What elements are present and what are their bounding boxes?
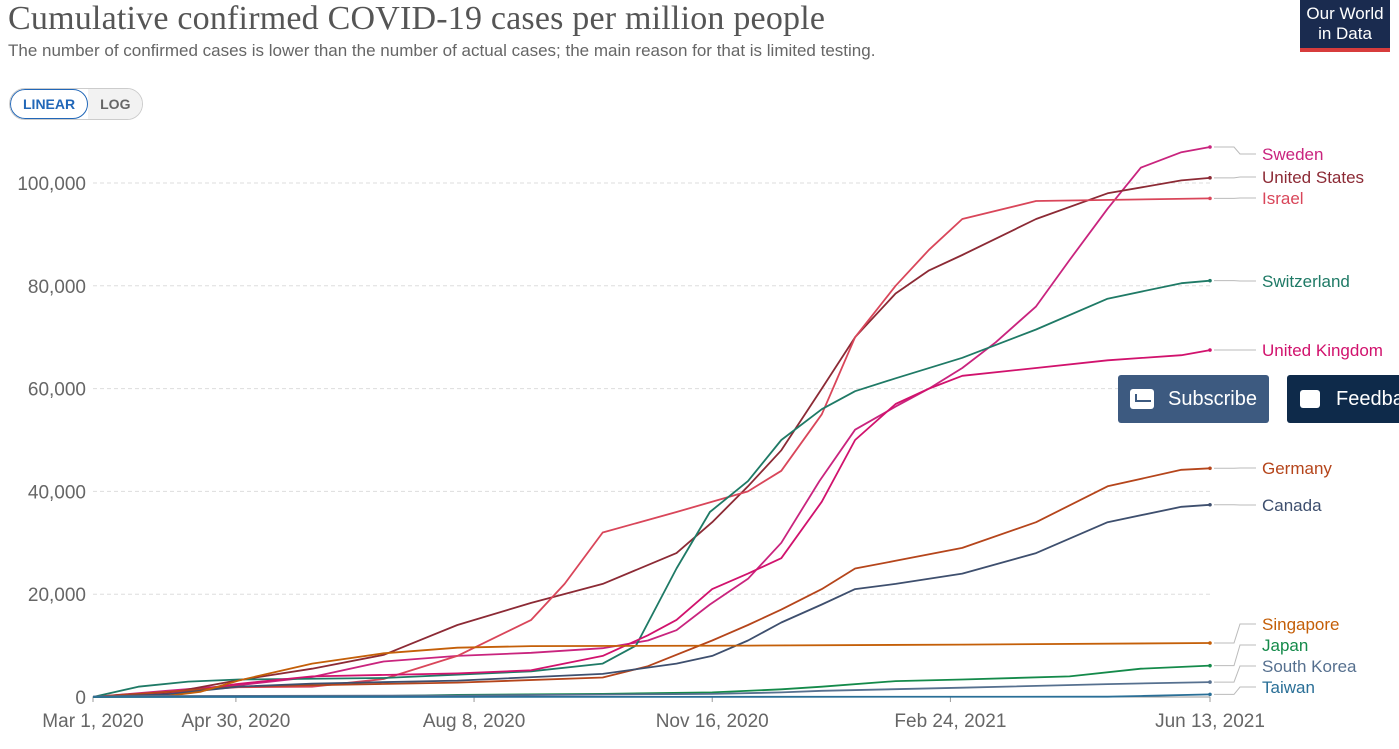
series-line-taiwan [92,693,1211,698]
x-tick-label: Apr 30, 2020 [181,711,290,732]
label-connector-singapore [1214,623,1256,644]
series-line-united-kingdom [92,349,1211,698]
series-label-south-korea: South Korea [1262,657,1357,676]
series-end-dot-israel [1208,196,1212,201]
log-scale-button[interactable]: LOG [88,89,143,119]
y-tick-label: 80,000 [28,277,86,298]
series-label-canada: Canada [1262,496,1322,515]
series-label-taiwan: Taiwan [1262,678,1315,697]
logo-line-1: Our World [1306,4,1384,23]
x-tick-label: Jun 13, 2021 [1155,711,1265,732]
series-line-sweden [92,146,1211,698]
series-line-singapore [92,642,1211,698]
series-label-united-kingdom: United Kingdom [1262,341,1383,360]
series-label-israel: Israel [1262,189,1304,208]
series-end-dot-taiwan [1208,692,1212,697]
series-end-dot-singapore [1208,641,1212,645]
envelope-icon [1130,389,1154,409]
y-tick-label: 60,000 [28,380,86,401]
series-end-dot-germany [1208,466,1212,471]
scale-toggle: LINEAR LOG [9,88,144,120]
chart-subtitle: The number of confirmed cases is lower t… [8,41,876,60]
series-line-israel [92,197,1211,698]
series-line-united-states [92,177,1211,698]
x-tick-label: Mar 1, 2020 [42,711,143,732]
linear-scale-button[interactable]: LINEAR [10,89,89,119]
series-end-dot-united-kingdom [1208,348,1212,352]
speech-bubble-icon [1300,390,1320,408]
y-tick-label: 100,000 [17,174,86,195]
logo-line-2: in Data [1318,24,1372,43]
series-label-japan: Japan [1262,636,1308,655]
x-tick-label: Nov 16, 2020 [656,711,769,732]
subscribe-label: Subscribe [1168,387,1257,410]
series-label-united-states: United States [1262,168,1364,187]
y-tick-label: 0 [75,688,86,709]
feedback-button[interactable]: Feedba [1287,375,1399,423]
series-line-south-korea [92,681,1211,698]
series-line-canada [92,503,1211,698]
subscribe-button[interactable]: Subscribe [1118,375,1269,423]
x-tick-label: Aug 8, 2020 [423,711,525,732]
y-tick-label: 40,000 [28,482,86,503]
series-end-dot-switzerland [1208,278,1212,283]
label-connector-south-korea [1214,665,1256,683]
series-end-dot-south-korea [1208,680,1212,684]
series-end-dot-sweden [1208,145,1212,149]
series-end-dot-canada [1208,502,1212,507]
label-connector-japan [1214,644,1256,667]
series-label-singapore: Singapore [1262,615,1340,634]
feedback-label: Feedba [1336,387,1399,410]
series-end-dot-united-states [1208,176,1212,180]
series-line-switzerland [92,279,1211,698]
series-end-dot-japan [1208,663,1212,668]
series-label-sweden: Sweden [1262,145,1323,164]
chart-title: Cumulative confirmed COVID-19 cases per … [8,0,826,37]
x-tick-label: Feb 24, 2021 [894,711,1006,732]
label-connector-united-states [1214,176,1256,179]
owid-logo[interactable]: Our World in Data [1300,0,1390,52]
label-connector-sweden [1214,146,1256,155]
series-line-germany [92,467,1211,698]
label-connector-taiwan [1214,686,1256,695]
y-tick-label: 20,000 [28,585,86,606]
series-label-germany: Germany [1262,459,1332,478]
series-label-switzerland: Switzerland [1262,272,1350,291]
